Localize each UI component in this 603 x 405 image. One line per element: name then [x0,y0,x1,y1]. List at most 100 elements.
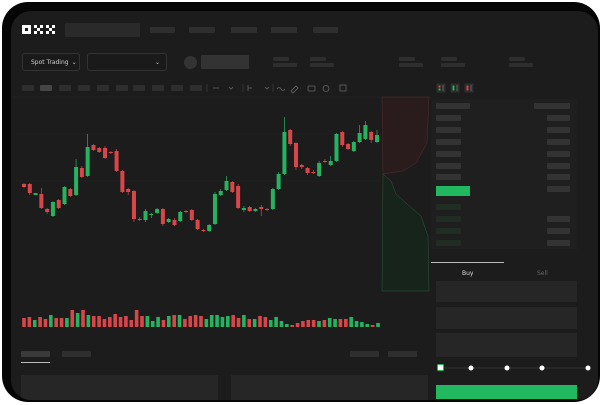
ask-row-price [436,115,461,121]
wave-icon[interactable] [276,87,286,91]
filter-button-2[interactable] [388,351,417,357]
amount-slider[interactable] [11,11,598,400]
volume-bar [252,319,257,327]
mid-price [436,186,470,196]
ask-row-price [436,151,461,157]
trading-screen: Spot Trading ⌄ ⌄ [11,11,598,400]
candle [328,156,333,166]
candle-body [137,219,142,220]
timeframe-option[interactable] [190,85,202,91]
timeframe-option[interactable] [78,85,90,91]
volume-bar [118,317,123,327]
volume-bar [365,324,370,327]
volume-bar [183,319,187,327]
volume-bar [172,315,176,327]
timeframe-option[interactable] [22,85,34,91]
candle-body [218,191,223,195]
nav-item-1[interactable] [150,27,175,33]
volume-bar [140,316,144,327]
volume-bar [285,324,289,327]
candle-body [369,132,374,140]
draw-icon[interactable] [247,85,252,91]
tab-sell[interactable]: Sell [537,270,548,277]
orderbook-bids-icon[interactable] [450,83,460,93]
candle-body [143,211,148,220]
total-input[interactable] [436,333,577,357]
volume-bar [204,319,209,327]
chevron-down-icon[interactable] [228,86,234,90]
candle-body [230,182,235,192]
volume-bar [134,310,139,327]
buy-submit-button[interactable] [436,385,577,399]
filter-button-1[interactable] [350,351,379,357]
candle [305,167,310,175]
nav-item-5[interactable] [313,27,338,33]
candle [265,208,270,211]
candle [201,229,206,232]
volume-bar [263,317,268,327]
candle [45,208,50,214]
candle [357,125,362,143]
nav-item-4[interactable] [271,27,297,33]
timeframe-option[interactable] [171,85,183,91]
volume-bar [258,316,262,327]
candle-body [195,220,200,229]
candle-body [299,165,304,167]
volume-bar [333,319,337,327]
timeframe-option[interactable] [97,85,109,91]
ask-row-amount [547,139,570,145]
candle [375,130,379,143]
ask-row-price [436,139,461,145]
stat-label-1 [273,57,289,61]
volume-bar [59,318,64,327]
pair-dropdown[interactable]: ⌄ [87,53,167,71]
volume-bar [54,318,58,327]
price-input[interactable] [436,281,577,302]
volume-bar [274,317,278,327]
candle-body [91,145,96,150]
timeframe-option[interactable] [152,85,164,91]
candle-body [149,214,154,215]
settings-icon[interactable] [322,85,330,92]
candle [33,193,38,195]
volume-bar [370,325,375,327]
volume-bar [306,320,311,327]
camera-icon[interactable] [307,85,316,92]
nav-item-2[interactable] [189,27,215,33]
okx-logo[interactable] [22,25,59,34]
ruler-icon[interactable] [290,85,299,94]
tab-open-orders[interactable] [21,351,50,357]
candle [317,161,322,177]
candle [253,208,258,212]
volume-bar [317,321,321,327]
stat-label-3 [399,57,415,61]
candle [351,141,356,152]
amount-input[interactable] [436,307,577,329]
timeframe-option[interactable] [133,85,145,91]
timeframe-option[interactable] [59,85,71,91]
ask-row-amount [547,127,570,133]
orders-panel-left [21,375,218,400]
chevron-down-icon[interactable] [264,86,270,90]
volume-bar [81,310,85,327]
candle-body [322,161,327,162]
tab-order-history[interactable] [62,351,91,357]
fullscreen-icon[interactable] [339,84,347,92]
candle-body [103,148,108,158]
orders-panel-right [231,375,428,400]
candle [155,208,160,214]
nav-item-3[interactable] [231,27,257,33]
orderbook-both-icon[interactable] [436,83,446,93]
stat-value-1 [273,63,297,67]
candle [195,219,200,230]
market-dropdown[interactable]: Spot Trading ⌄ [22,53,80,71]
timeframe-option[interactable] [40,85,52,91]
timeframe-option[interactable] [116,85,128,91]
volume-bar [360,322,364,327]
candle-body [39,194,44,208]
orderbook-asks-icon[interactable] [464,83,474,93]
slider-stop-50 [504,365,510,371]
candle [322,159,327,163]
tab-buy[interactable]: Buy [462,270,474,277]
search-bar[interactable] [65,23,140,37]
